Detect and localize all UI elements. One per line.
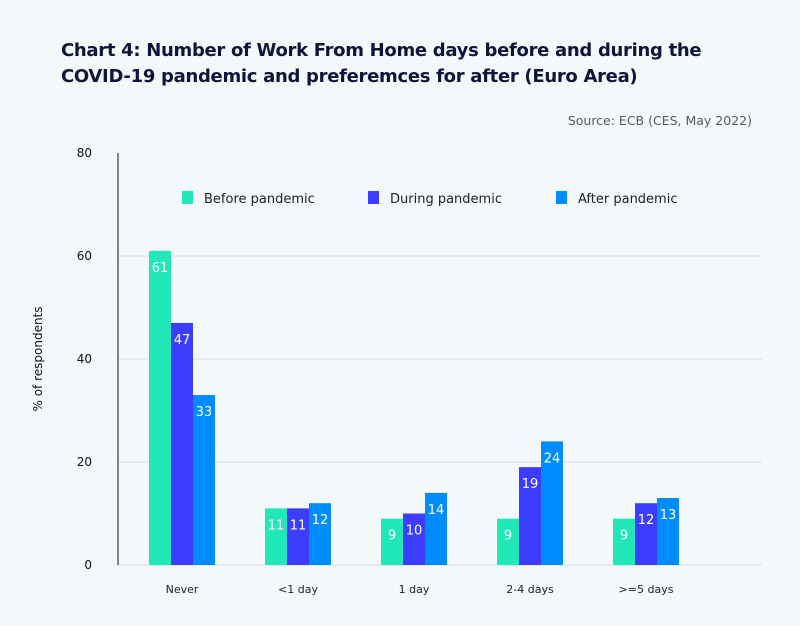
legend-swatch: [182, 191, 193, 204]
bar: [541, 441, 563, 565]
y-tick-label: 0: [84, 558, 92, 572]
y-tick-label: 60: [77, 249, 92, 263]
y-tick-label: 40: [77, 352, 92, 366]
data-label: 9: [388, 529, 396, 544]
y-tick-label: 20: [77, 455, 92, 469]
x-tick-label: <1 day: [278, 583, 318, 596]
bar: [381, 518, 403, 565]
bar: [613, 518, 635, 565]
chart-source: Source: ECB (CES, May 2022): [567, 113, 752, 128]
x-tick-label: 1 day: [399, 583, 430, 596]
data-label: 14: [428, 503, 445, 518]
bar: [657, 498, 679, 565]
bar: [309, 503, 331, 565]
x-tick-label: >=5 days: [619, 583, 674, 596]
bar: [265, 508, 287, 565]
data-label: 9: [620, 529, 628, 544]
data-label: 12: [312, 513, 329, 528]
y-tick-label: 80: [77, 146, 92, 160]
legend-swatch: [556, 191, 567, 204]
y-axis-label: % of respondents: [31, 306, 45, 411]
bar: [149, 250, 171, 565]
x-tick-label: Never: [166, 583, 199, 596]
bar: [635, 503, 657, 565]
data-label: 47: [174, 333, 191, 348]
data-label: 11: [290, 518, 307, 533]
data-label: 12: [638, 513, 655, 528]
data-label: 19: [522, 477, 539, 492]
legend-label: After pandemic: [578, 192, 677, 207]
bar: [193, 395, 215, 565]
data-label: 9: [504, 529, 512, 544]
x-tick-label: 2-4 days: [506, 583, 554, 596]
bar: [497, 518, 519, 565]
data-label: 10: [406, 524, 423, 539]
data-label: 61: [152, 261, 169, 276]
data-label: 13: [660, 508, 677, 523]
data-label: 24: [544, 451, 561, 466]
data-label: 11: [268, 518, 285, 533]
data-label: 33: [196, 405, 213, 420]
bar: [403, 513, 425, 565]
legend-swatch: [368, 191, 379, 204]
chart-title: Chart 4: Number of Work From Home days b…: [61, 40, 702, 87]
bar: [287, 508, 309, 565]
legend-label: Before pandemic: [204, 192, 315, 207]
bar: [425, 492, 447, 565]
legend-label: During pandemic: [390, 192, 502, 207]
bar: [519, 467, 541, 565]
bar: [171, 322, 193, 565]
